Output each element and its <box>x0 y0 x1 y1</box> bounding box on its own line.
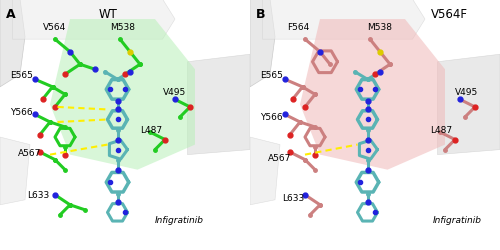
Polygon shape <box>0 138 30 205</box>
Text: Infigratinib: Infigratinib <box>155 216 204 224</box>
Text: L633: L633 <box>28 190 50 200</box>
Polygon shape <box>188 55 250 155</box>
Polygon shape <box>50 20 195 170</box>
Text: M538: M538 <box>110 23 135 32</box>
Polygon shape <box>262 0 425 40</box>
Text: A: A <box>6 8 16 20</box>
Text: V495: V495 <box>455 88 478 97</box>
Text: L633: L633 <box>282 193 305 202</box>
Polygon shape <box>0 0 25 88</box>
Text: E565: E565 <box>10 70 33 80</box>
Text: B: B <box>256 8 266 20</box>
Text: WT: WT <box>98 8 117 20</box>
Text: F564: F564 <box>288 23 310 32</box>
Polygon shape <box>250 138 280 205</box>
Text: V564F: V564F <box>430 8 468 20</box>
Text: L487: L487 <box>430 126 452 134</box>
Text: V495: V495 <box>162 88 186 97</box>
Text: E565: E565 <box>260 70 283 80</box>
Polygon shape <box>12 0 175 40</box>
Text: V564: V564 <box>42 23 66 32</box>
Polygon shape <box>438 55 500 155</box>
Polygon shape <box>300 20 445 170</box>
Text: L487: L487 <box>140 126 162 134</box>
Text: Infigratinib: Infigratinib <box>432 216 482 224</box>
Text: Y566: Y566 <box>10 108 32 117</box>
Text: A567: A567 <box>18 148 41 157</box>
Text: A567: A567 <box>268 153 291 162</box>
Text: Y566: Y566 <box>260 113 282 122</box>
Polygon shape <box>250 0 275 88</box>
Text: M538: M538 <box>368 23 392 32</box>
